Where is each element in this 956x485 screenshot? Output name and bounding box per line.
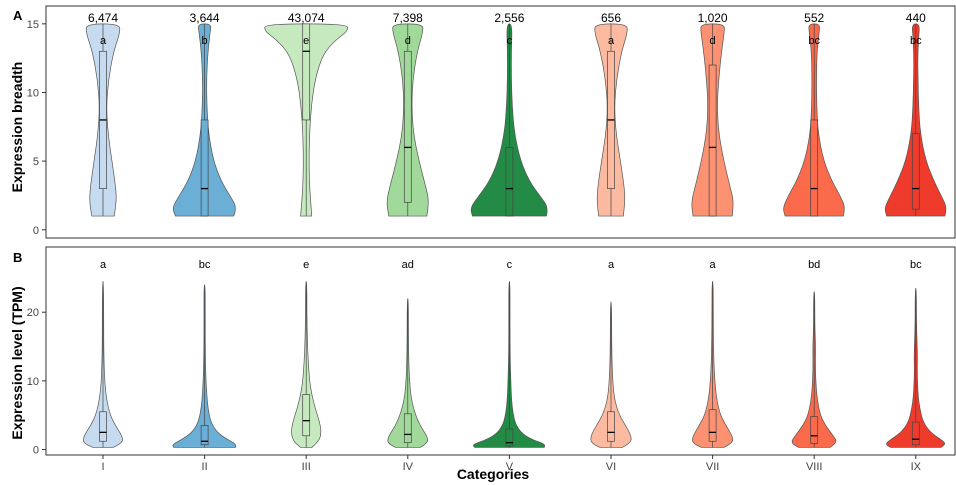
significance-letter: a	[710, 259, 717, 271]
panel-a: A Expression breadth 0 5 10 15 6,474 3,644 43…	[9, 5, 956, 239]
significance-letter: d	[710, 35, 716, 47]
sample-count: 3,644	[190, 11, 220, 25]
significance-letter: b	[202, 35, 208, 47]
sample-count: 6,474	[88, 11, 118, 25]
x-tick-label: III	[302, 461, 311, 473]
panel-b-y-axis-label: Expression level (TPM)	[9, 286, 25, 439]
significance-letter: a	[608, 259, 615, 271]
panel-a-frame	[45, 5, 956, 239]
significance-letter: bd	[808, 259, 820, 271]
x-tick-label: II	[202, 461, 208, 473]
significance-letter: bc	[808, 35, 820, 47]
significance-letter: bc	[910, 35, 922, 47]
sample-count: 440	[906, 11, 926, 25]
y-tick-label: 5	[33, 156, 39, 168]
panel-a-y-axis-label: Expression breadth	[9, 62, 25, 193]
box-VII	[708, 64, 717, 217]
x-tick-label: VIII	[806, 461, 823, 473]
sample-count: 552	[804, 11, 824, 25]
box-VI	[607, 411, 615, 442]
box-VIII	[810, 119, 819, 217]
significance-letter: bc	[199, 259, 211, 271]
y-tick-label: 10	[27, 376, 39, 388]
sample-count: 2,556	[494, 11, 524, 25]
x-tick-label: IX	[911, 461, 922, 473]
significance-letter: d	[405, 35, 411, 47]
box-II	[200, 119, 209, 217]
box-IX	[911, 133, 920, 210]
panel-a-y-axis: 0 5 10 15	[27, 19, 46, 237]
x-tick-label: V	[506, 461, 514, 473]
y-tick-label: 10	[27, 87, 39, 99]
box-III	[302, 394, 311, 437]
x-axis: I II III IV V VI VII VIII IX	[101, 455, 922, 473]
sample-count: 7,398	[393, 11, 423, 25]
panel-b-violins	[82, 280, 945, 448]
significance-letter: e	[303, 259, 309, 271]
panel-a-counts: 6,474 3,644 43,074 7,398 2,556 656 1,020 552 440	[88, 11, 926, 25]
panel-a-letters: a b e d c a d bc bc	[100, 35, 922, 47]
significance-letter: bc	[910, 259, 922, 271]
sample-count: 656	[601, 11, 621, 25]
sample-count: 43,074	[288, 11, 325, 25]
significance-letter: a	[100, 259, 107, 271]
significance-letter: c	[507, 35, 513, 47]
panel-b-label: B	[13, 250, 22, 265]
x-axis-label: Categories	[457, 466, 530, 482]
box-V	[505, 147, 514, 217]
panel-b-y-axis: 0 10 20	[27, 307, 46, 457]
significance-letter: a	[608, 35, 615, 47]
box-IX	[911, 421, 920, 446]
y-tick-label: 0	[33, 225, 39, 237]
significance-letter: ad	[402, 259, 414, 271]
significance-letter: c	[507, 259, 513, 271]
significance-letter: a	[100, 35, 107, 47]
box-V	[505, 428, 514, 447]
box-I	[99, 411, 107, 442]
y-tick-label: 20	[27, 307, 39, 319]
box-III	[302, 23, 311, 121]
x-tick-label: IV	[403, 461, 414, 473]
box-VII	[708, 409, 717, 442]
x-tick-label: I	[101, 461, 104, 473]
panel-a-label: A	[13, 8, 23, 23]
box-IV	[403, 50, 412, 203]
y-tick-label: 0	[33, 445, 39, 457]
box-IV	[403, 413, 412, 443]
x-tick-label: VI	[606, 461, 616, 473]
sample-count: 1,020	[698, 11, 728, 25]
panel-a-violins	[85, 23, 947, 217]
x-tick-label: VII	[706, 461, 719, 473]
panel-b-letters: a bc e ad c a a bd bc	[100, 259, 922, 271]
box-VIII	[810, 416, 819, 444]
y-tick-label: 15	[27, 19, 39, 31]
significance-letter: e	[303, 35, 309, 47]
panel-b-frame	[45, 246, 956, 456]
box-II	[200, 425, 209, 446]
